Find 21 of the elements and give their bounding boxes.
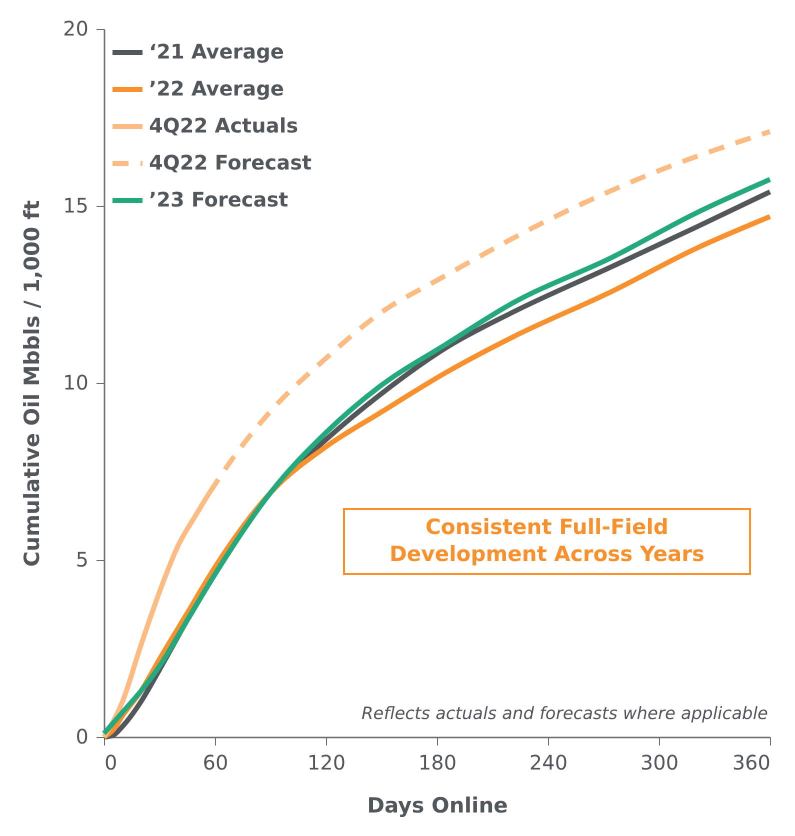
legend-label: ’22 Average	[149, 76, 284, 100]
x-axis-title: Days Online	[367, 794, 508, 818]
annotation: Reflects actuals and forecasts where applicable	[361, 704, 768, 724]
legend-label: 4Q22 Forecast	[149, 150, 312, 174]
x-tick-label: 300	[640, 750, 679, 774]
legend-label: ‘21 Average	[149, 40, 284, 64]
legend-label: ’23 Forecast	[149, 188, 289, 212]
x-tick-label: 120	[307, 750, 346, 774]
y-tick-label: 20	[63, 16, 88, 40]
x-tick-label: 180	[418, 750, 457, 774]
x-tick-label: 0	[104, 750, 118, 774]
x-tick-label: 60	[202, 750, 228, 774]
x-tick-label: 240	[529, 750, 568, 774]
y-axis-title: Cumulative Oil Mbbls / 1,000 ft	[20, 200, 44, 567]
y-tick-label: 5	[76, 548, 88, 572]
y-tick-label: 0	[76, 724, 88, 748]
y-tick-label: 10	[63, 370, 88, 394]
legend-label: 4Q22 Actuals	[149, 114, 298, 138]
text-frame: Consistent Full-Field Development Across Years	[343, 508, 751, 575]
x-tick-label: 360	[732, 750, 770, 774]
y-tick-label: 15	[63, 194, 88, 218]
